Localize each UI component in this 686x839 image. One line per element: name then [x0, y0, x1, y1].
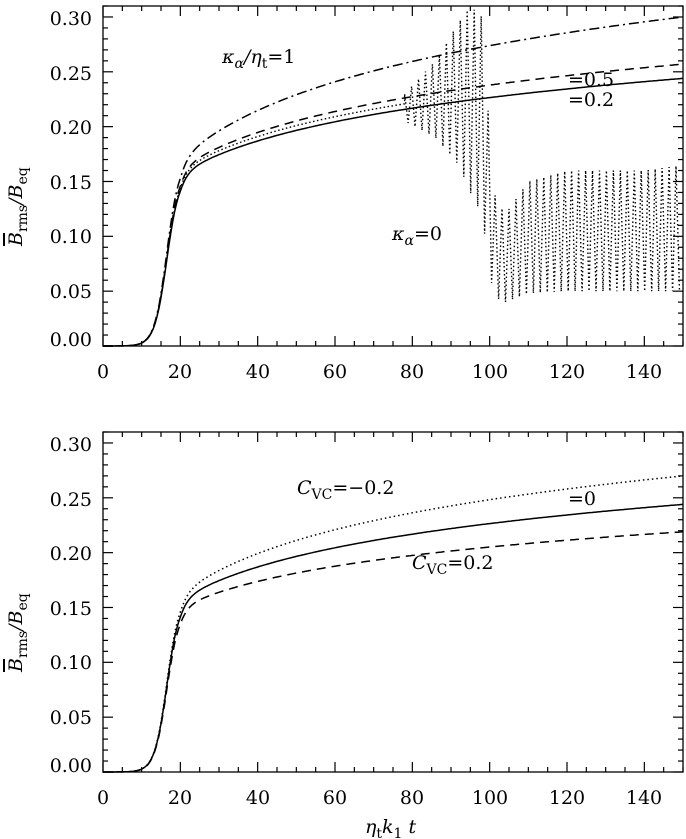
tick-marks	[102, 431, 684, 773]
y-tick-labels: 0.00 0.05 0.10 0.15 0.20 0.25 0.30	[50, 8, 92, 351]
series-line	[103, 63, 684, 347]
annotation-kappa-0.2: =0.2	[568, 89, 614, 111]
series-line	[103, 503, 684, 773]
x-tick-label: 100	[472, 361, 508, 383]
y-tick-label: 0.10	[50, 226, 92, 248]
x-tick-label: 100	[472, 787, 508, 809]
y-tick-label: 0.20	[50, 117, 92, 139]
annotation-cvc-0: =0	[568, 488, 596, 510]
series-line	[103, 77, 684, 347]
series-line	[103, 16, 684, 347]
y-axis-title: Brms/Beq	[3, 593, 31, 673]
x-tick-label: 0	[97, 787, 109, 809]
series-line	[103, 475, 684, 773]
annotation-kappa-0.5: =0.5	[568, 69, 614, 91]
y-tick-label: 0.10	[50, 652, 92, 674]
y-tick-label: 0.00	[50, 329, 92, 351]
y-tick-label: 0.25	[50, 489, 92, 511]
x-tick-label: 60	[323, 787, 347, 809]
y-tick-label: 0.00	[50, 755, 92, 777]
x-tick-label: 80	[400, 787, 424, 809]
x-tick-labels: 0 20 40 60 80 100 120 140	[97, 787, 662, 809]
y-tick-label: 0.30	[50, 434, 92, 456]
panel-bottom: 0 20 40 60 80 100 120 140 0.00 0.05 0.10…	[3, 431, 684, 839]
x-tick-label: 80	[400, 361, 424, 383]
x-tick-label: 0	[97, 361, 109, 383]
annotation-kappa-1: κα/ηt=1	[221, 46, 295, 72]
x-tick-label: 140	[626, 787, 662, 809]
x-tick-label: 60	[323, 361, 347, 383]
y-axis-title-text: Brms/Beq	[5, 167, 31, 247]
annotation-cvc-minus-0.2: CVC=−0.2	[297, 477, 394, 503]
y-tick-label: 0.25	[50, 63, 92, 85]
annotation-kappa-0: κα=0	[391, 223, 442, 249]
x-tick-label: 140	[626, 361, 662, 383]
series-line	[103, 531, 684, 773]
series-line-oscillating	[103, 9, 681, 347]
x-tick-label: 40	[246, 361, 270, 383]
y-tick-label: 0.15	[50, 598, 92, 620]
x-tick-label: 120	[549, 787, 585, 809]
panel-top: 0 20 40 60 80 100 120 140 0.00 0.05 0.10…	[3, 5, 684, 383]
annotation-cvc-0.2: CVC=0.2	[412, 552, 494, 578]
x-axis-title: ηtk1 t	[365, 816, 417, 839]
series-layer	[103, 475, 684, 773]
y-tick-label: 0.30	[50, 8, 92, 30]
y-tick-label: 0.20	[50, 543, 92, 565]
plot-frame	[102, 5, 684, 347]
y-tick-label: 0.15	[50, 172, 92, 194]
x-tick-label: 20	[168, 787, 192, 809]
y-tick-label: 0.05	[50, 707, 92, 729]
x-tick-label: 20	[168, 361, 192, 383]
x-tick-label: 120	[549, 361, 585, 383]
y-axis-title-text: Brms/Beq	[5, 593, 31, 673]
x-tick-labels: 0 20 40 60 80 100 120 140	[97, 361, 662, 383]
y-tick-labels: 0.00 0.05 0.10 0.15 0.20 0.25 0.30	[50, 434, 92, 777]
series-layer	[103, 9, 684, 347]
x-tick-label: 40	[246, 787, 270, 809]
y-axis-title: Brms/Beq	[3, 167, 31, 247]
y-tick-label: 0.05	[50, 281, 92, 303]
tick-marks	[102, 5, 684, 347]
